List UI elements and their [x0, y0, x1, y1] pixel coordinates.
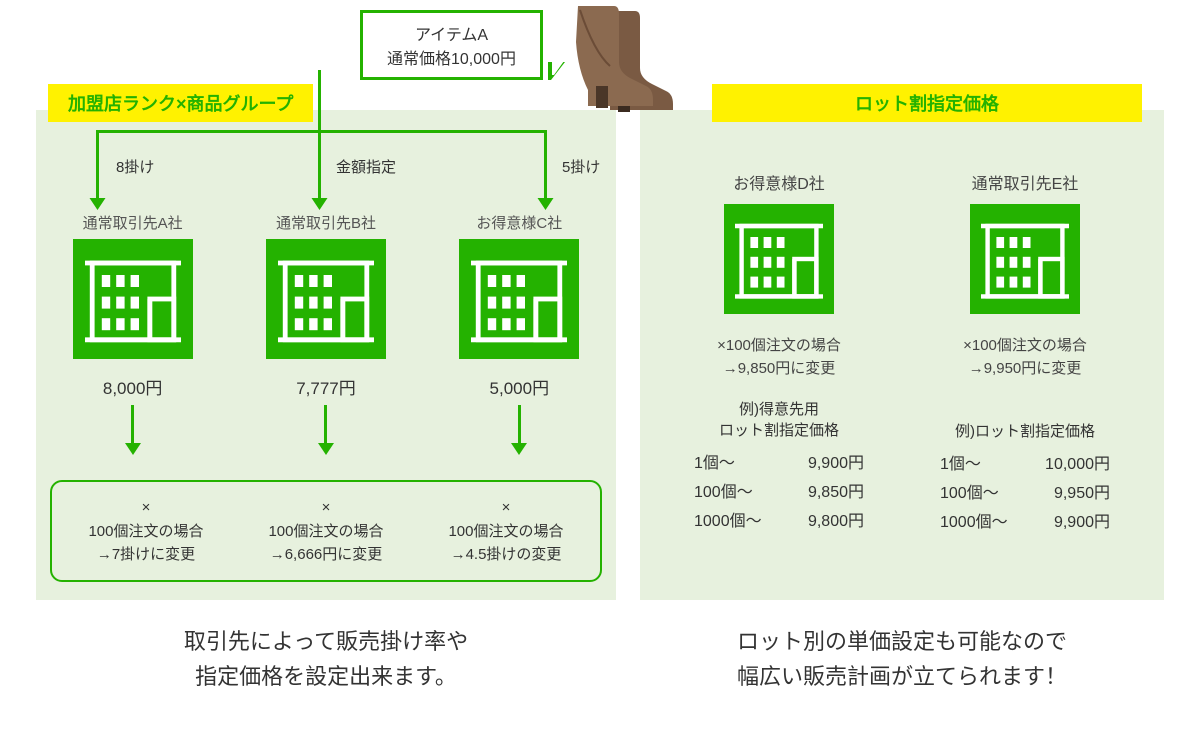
building-icon	[970, 204, 1080, 314]
caption-l1: ロット別の単価設定も可能なので	[640, 624, 1164, 659]
down-arrow-c	[518, 405, 521, 445]
change-l2: →4.5掛けの変更	[420, 543, 593, 566]
note-l1: ×100個注文の場合	[910, 335, 1140, 358]
tier-qty: 1000個〜	[694, 508, 762, 537]
left-columns: 通常取引先A社 8,000円 通常取引先B社 7,777円 お得意様C社 5,0…	[36, 212, 616, 445]
example-title-d: 例)得意先用 ロット割指定価格	[664, 398, 894, 440]
company-e: 通常取引先E社	[910, 170, 1140, 194]
left-panel: 8掛け 金額指定 5掛け 通常取引先A社 8,000円 通常取引先B社 7,77…	[36, 110, 616, 600]
note-l2: →9,850円に変更	[664, 358, 894, 381]
branch-horizontal	[96, 130, 546, 133]
boots-icon	[570, 6, 700, 116]
caption-l2: 幅広い販売計画が立てられます！	[640, 659, 1164, 694]
tier-price: 9,900円	[808, 450, 864, 479]
right-panel: お得意様D社 ×100個注文の場合 →9,850円に変更 例)得意先用 ロット割…	[640, 110, 1164, 600]
branch-vertical-b	[318, 130, 321, 200]
change-box: × 100個注文の場合 →7掛けに変更 × 100個注文の場合 →6,666円に…	[50, 480, 602, 582]
tier-price: 10,000円	[1045, 451, 1110, 480]
col-e: 通常取引先E社 ×100個注文の場合 →9,950円に変更 例)ロット割指定価格…	[910, 170, 1140, 537]
example-title-e: 例)ロット割指定価格	[910, 420, 1140, 441]
branch-vertical-c	[544, 130, 547, 200]
col-a: 通常取引先A社 8,000円	[48, 212, 218, 445]
price-a: 8,000円	[48, 374, 218, 399]
note-d: ×100個注文の場合 →9,850円に変更	[664, 335, 894, 380]
tier-row: 1000個〜 9,800円	[694, 508, 864, 537]
arrowhead-c	[538, 198, 554, 210]
change-l1: 100個注文の場合	[420, 520, 593, 543]
arrowhead-a	[90, 198, 106, 210]
discount-label-c: 5掛け	[562, 156, 600, 177]
caption-l2: 指定価格を設定出来ます。	[36, 659, 616, 694]
note-e: ×100個注文の場合 →9,950円に変更	[910, 335, 1140, 380]
tiers-d: 1個〜 9,900円 100個〜 9,850円 1000個〜 9,800円	[694, 450, 864, 536]
item-price: 通常価格10,000円	[387, 45, 516, 69]
caption-l1: 取引先によって販売掛け率や	[36, 624, 616, 659]
tier-row: 100個〜 9,850円	[694, 479, 864, 508]
tier-qty: 1個〜	[940, 451, 981, 480]
col-d: お得意様D社 ×100個注文の場合 →9,850円に変更 例)得意先用 ロット割…	[664, 170, 894, 537]
change-x: ×	[420, 496, 593, 519]
company-a: 通常取引先A社	[48, 212, 218, 233]
tier-qty: 100個〜	[694, 479, 753, 508]
col-c: お得意様C社 5,000円	[434, 212, 604, 445]
tier-row: 100個〜 9,950円	[940, 480, 1110, 509]
change-c: × 100個注文の場合 →4.5掛けの変更	[420, 496, 593, 566]
price-c: 5,000円	[434, 374, 604, 399]
company-b: 通常取引先B社	[241, 212, 411, 233]
change-x: ×	[60, 496, 233, 519]
tier-row: 1000個〜 9,900円	[940, 509, 1110, 538]
right-caption: ロット別の単価設定も可能なので 幅広い販売計画が立てられます！	[640, 624, 1164, 694]
arrowhead-b	[312, 198, 328, 210]
item-box: アイテムA 通常価格10,000円	[360, 10, 543, 80]
item-name: アイテムA	[387, 21, 516, 45]
change-l2: →7掛けに変更	[60, 543, 233, 566]
tier-price: 9,800円	[808, 508, 864, 537]
tier-qty: 100個〜	[940, 480, 999, 509]
down-arrow-a	[131, 405, 134, 445]
price-b: 7,777円	[241, 374, 411, 399]
tier-qty: 1000個〜	[940, 509, 1008, 538]
tier-row: 1個〜 9,900円	[694, 450, 864, 479]
col-b: 通常取引先B社 7,777円	[241, 212, 411, 445]
change-x: ×	[240, 496, 413, 519]
right-columns: お得意様D社 ×100個注文の場合 →9,850円に変更 例)得意先用 ロット割…	[656, 170, 1148, 537]
left-caption: 取引先によって販売掛け率や 指定価格を設定出来ます。	[36, 624, 616, 694]
change-a: × 100個注文の場合 →7掛けに変更	[60, 496, 233, 566]
tier-row: 1個〜 10,000円	[940, 451, 1110, 480]
company-d: お得意様D社	[664, 170, 894, 194]
tiers-e: 1個〜 10,000円 100個〜 9,950円 1000個〜 9,900円	[940, 451, 1110, 537]
tier-price: 9,900円	[1054, 509, 1110, 538]
change-l1: 100個注文の場合	[60, 520, 233, 543]
note-l1: ×100個注文の場合	[664, 335, 894, 358]
left-panel-title: 加盟店ランク×商品グループ	[48, 84, 313, 122]
tier-price: 9,850円	[808, 479, 864, 508]
tier-price: 9,950円	[1054, 480, 1110, 509]
speech-tail	[548, 62, 565, 80]
building-icon	[73, 239, 193, 359]
right-panel-title: ロット割指定価格	[712, 84, 1142, 122]
change-l2: →6,666円に変更	[240, 543, 413, 566]
company-c: お得意様C社	[434, 212, 604, 233]
down-arrow-b	[324, 405, 327, 445]
change-b: × 100個注文の場合 →6,666円に変更	[240, 496, 413, 566]
discount-label-a: 8掛け	[116, 156, 154, 177]
tier-qty: 1個〜	[694, 450, 735, 479]
note-l2: →9,950円に変更	[910, 358, 1140, 381]
building-icon	[724, 204, 834, 314]
branch-vertical-a	[96, 130, 99, 200]
building-icon	[266, 239, 386, 359]
branch-trunk	[318, 70, 321, 130]
building-icon	[459, 239, 579, 359]
discount-label-b: 金額指定	[336, 156, 396, 177]
change-l1: 100個注文の場合	[240, 520, 413, 543]
